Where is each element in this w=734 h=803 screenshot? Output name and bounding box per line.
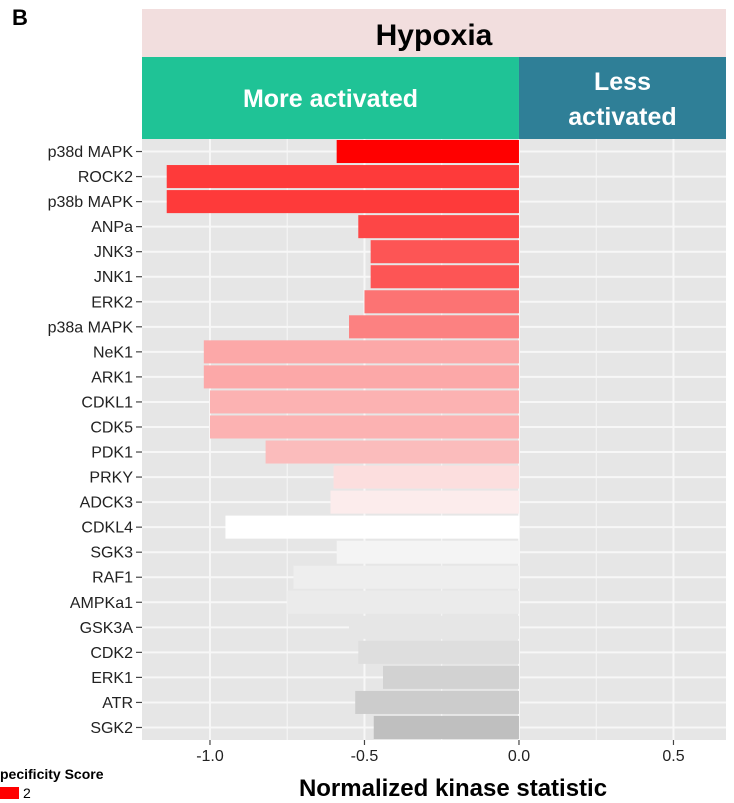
less-activated-label-line2: activated (568, 103, 676, 131)
bar-pdk1 (266, 441, 519, 464)
kinase-label: JNK1 (94, 269, 133, 286)
kinase-label: p38a MAPK (48, 319, 134, 336)
bar-sgk3 (337, 541, 519, 564)
kinase-label: NeK1 (93, 344, 133, 361)
bar-p38b-mapk (167, 190, 519, 213)
legend-value-label: 2 (23, 785, 31, 801)
kinase-label: CDKL1 (81, 394, 133, 411)
kinase-label: p38b MAPK (48, 194, 134, 211)
kinase-label: ANPa (91, 219, 133, 236)
kinase-label: ROCK2 (78, 169, 133, 186)
kinase-label: ERK2 (91, 294, 133, 311)
bar-adck3 (330, 491, 518, 514)
kinase-label: ADCK3 (80, 495, 133, 512)
bar-sgk2 (374, 716, 519, 739)
x-axis-ticks: -1.0 -0.5 0.0 0.5 (196, 740, 684, 765)
bar-rock2 (167, 165, 519, 188)
more-activated-label: More activated (243, 85, 418, 113)
kinase-labels: p38d MAPK ROCK2 p38b MAPK ANPa JNK3 JNK1 ERK2 p… (48, 144, 142, 737)
legend-title: pecificity Score (0, 766, 104, 782)
bar-cdkl1 (210, 390, 519, 413)
kinase-label: PDK1 (91, 445, 133, 462)
bar-atr (355, 691, 519, 714)
kinase-label: JNK3 (94, 244, 133, 261)
kinase-label: ARK1 (91, 369, 133, 386)
bar-ark1 (204, 365, 519, 388)
less-activated-label-line1: Less (594, 68, 651, 96)
bar-jnk1 (371, 265, 519, 288)
kinase-label: ERK1 (91, 670, 133, 687)
bar-ampka1 (287, 591, 519, 614)
kinase-label: SGK3 (90, 545, 133, 562)
bar-jnk3 (371, 240, 519, 263)
kinase-label: CDK5 (90, 419, 133, 436)
bar-nek1 (204, 340, 519, 363)
bar-cdk5 (210, 415, 519, 438)
kinase-label: RAF1 (92, 570, 133, 587)
kinase-label: CDK2 (90, 645, 133, 662)
bar-p38d-mapk (337, 140, 519, 163)
kinase-label: SGK2 (90, 720, 133, 737)
bar-cdk2 (358, 641, 519, 664)
x-tick-label: -1.0 (196, 748, 224, 765)
kinase-label: PRKY (89, 470, 133, 487)
x-tick-label: 0.5 (662, 748, 684, 765)
bar-erk2 (364, 290, 518, 313)
bar-p38a-mapk (349, 315, 519, 338)
bar-anpa (358, 215, 519, 238)
kinase-label: p38d MAPK (48, 144, 134, 161)
x-axis-title: Normalized kinase statistic (299, 775, 607, 802)
panel-letter: B (12, 5, 28, 30)
x-tick-label: -0.5 (351, 748, 379, 765)
bar-prky (334, 466, 519, 489)
kinase-label: ATR (102, 695, 133, 712)
facet-title: Hypoxia (376, 19, 493, 52)
x-tick-label: 0.0 (508, 748, 530, 765)
kinase-label: AMPKa1 (70, 595, 133, 612)
legend-swatch (0, 787, 19, 799)
bar-cdkl4 (225, 516, 519, 539)
kinase-label: GSK3A (80, 620, 134, 637)
bar-raf1 (293, 566, 519, 589)
bar-erk1 (383, 666, 519, 689)
kinase-label: CDKL4 (81, 520, 133, 537)
bar-gsk3a (349, 616, 519, 639)
